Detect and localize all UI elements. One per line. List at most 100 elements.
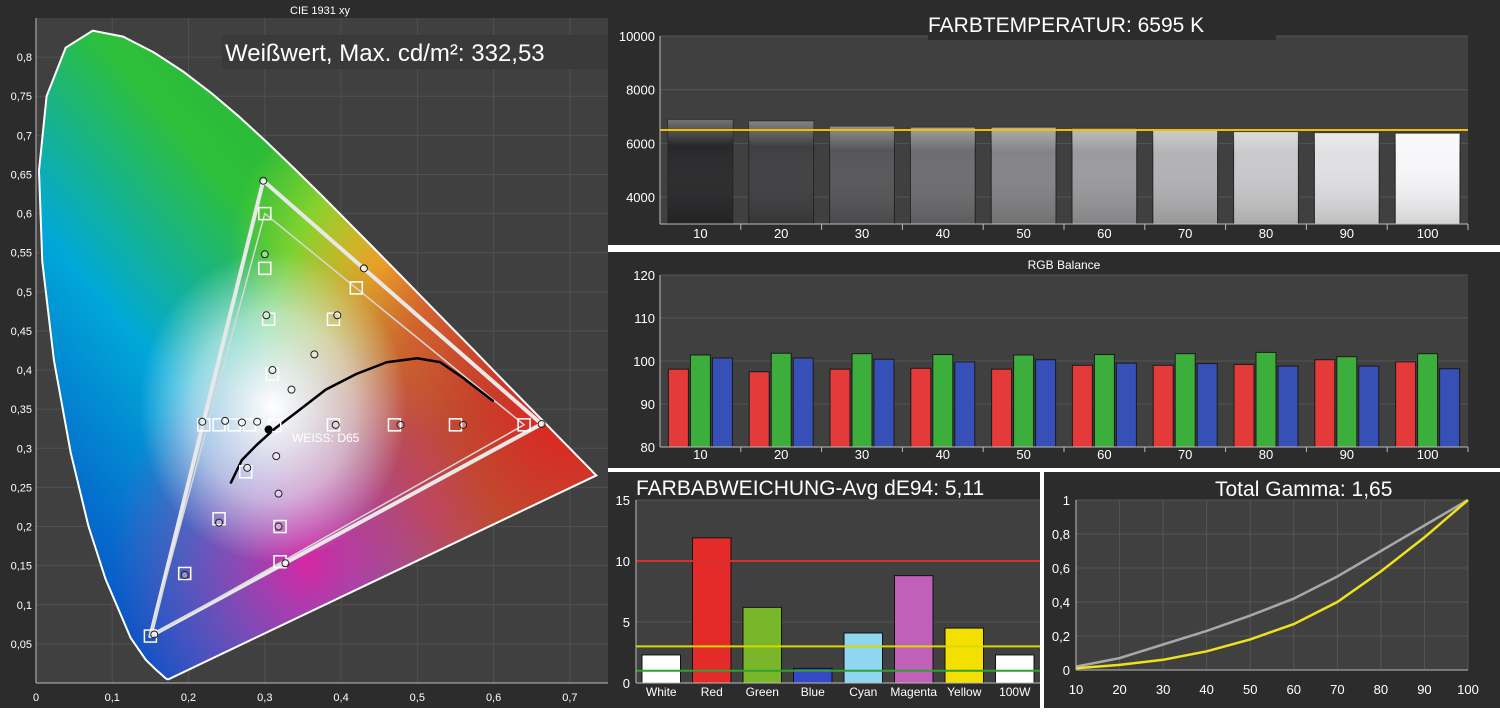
measured-point-circle [272,452,281,461]
rgb-bar [1417,353,1439,448]
rgb-bar [1115,362,1137,448]
measured-point-circle [274,522,283,531]
cie-y-tick-label: 0,45 [11,326,32,338]
rgb-x-tick-label: 60 [1097,447,1111,462]
measured-point-circle [262,311,271,320]
target-point-square [326,312,341,326]
gamma-x-tick-label: 90 [1417,682,1431,697]
color-deviation-chart: 0 5 10 15 White Red Green Blue Cyan Magenta Yellow… [616,477,1040,699]
rgb-bar [1358,365,1380,448]
target-point-square [448,418,463,432]
ct-x-tick-label: 100 [1417,226,1439,241]
rgb-bar [1013,354,1035,448]
ct-x-tick-label: 50 [1016,226,1030,241]
cie-y-tick-label: 0,4 [17,365,32,377]
ct-title: FARBTEMPERATUR: 6595 K [928,14,1204,37]
target-point-square [265,367,280,381]
cie-y-tick-label: 0,05 [11,639,32,651]
rgb-x-tick-label: 10 [693,447,707,462]
cie-x-tick-label: 0,6 [486,692,501,704]
target-gamut-triangle [149,212,526,638]
measured-point-circle [215,518,224,527]
de-y-tick-label: 10 [616,554,630,569]
de-y-tick-label: 5 [623,615,630,630]
ct-bar-shade [910,127,976,224]
de-x-tick-label: White [646,685,677,699]
measured-point-circle [180,571,189,580]
target-point-square [261,312,276,326]
gamma-y-tick-label: 0 [1063,663,1070,678]
cie-y-tick-label: 0,25 [11,482,32,494]
measured-point-circle [396,420,405,429]
gamma-x-tick-label: 30 [1156,682,1170,697]
rgb-axes: 80 90 100 110 120 10 20 30 40 50 60 70 80 90 100 [633,268,1469,462]
measured-point-circle [237,418,246,427]
rgb-bar [1233,363,1255,448]
measured-point-circle [459,420,468,429]
rgb-x-tick-label: 20 [774,447,788,462]
rgb-x-tick-label: 80 [1259,447,1273,462]
target-point-square [238,465,253,479]
cie-y-tick-label: 0,1 [17,600,32,612]
rgb-bar [770,352,792,448]
de-bar [944,627,984,684]
rgb-bar [1395,361,1417,448]
de-x-tick-label: Yellow [947,685,982,699]
ct-x-tick-label: 90 [1340,226,1354,241]
ct-bar-shade [1072,128,1137,224]
gamma-axes: 0 0,2 0,4 0,6 0,8 1 10 20 30 40 50 60 70 80 90 100 [1052,493,1479,697]
ct-bar-shade [829,126,895,224]
de-title: FARBABWEICHUNG-Avg dE94: 5,11 [636,477,984,500]
ct-x-tick-label: 10 [693,226,707,241]
rgb-bar [1152,364,1174,448]
ct-title-box [928,10,1276,40]
gamma-x-tick-label: 50 [1243,682,1257,697]
gamma-x-tick-label: 100 [1457,682,1479,697]
measured-point-circle [274,489,283,498]
whitepoint-marker [264,425,273,434]
rgb-bar [1255,351,1277,448]
cie-y-tick-label: 0,5 [17,287,32,299]
gamma-y-tick-label: 0,6 [1052,561,1070,576]
rgb-title: RGB Balance [1028,258,1101,272]
ct-bars [660,119,1468,225]
rgb-x-tick-label: 100 [1417,447,1439,462]
rgb-bar [1071,364,1093,448]
rgb-bar [689,354,711,448]
white-luminance-box [222,35,608,69]
ct-y-tick-label: 8000 [626,83,655,98]
gamma-y-tick-label: 0,8 [1052,527,1070,542]
cie-y-tick-label: 0,8 [17,52,32,64]
rgb-bar [873,358,895,448]
gamma-x-tick-label: 20 [1112,682,1126,697]
gamma-x-tick-label: 10 [1069,682,1083,697]
rgb-bar [1035,359,1057,448]
rgb-bar [829,368,851,448]
rgb-x-tick-label: 40 [936,447,950,462]
target-point-square [387,418,402,432]
measured-point-circle [198,417,207,426]
cie-x-tick-label: 0,3 [257,692,272,704]
target-point-square [258,261,272,276]
cie-x-tick-label: 0,5 [410,692,425,704]
ct-bar-shade [1314,132,1380,224]
gamma-x-tick-label: 80 [1374,682,1388,697]
measured-point-circle [310,350,319,359]
target-point-square [143,629,158,643]
cie-y-tick-label: 0,15 [11,561,32,573]
cie-chart: 0 0,1 0,2 0,3 0,4 0,5 0,6 0,7 0,05 0,1 0,15 0,2 0,25… [11,5,608,704]
rgb-x-tick-label: 90 [1340,447,1354,462]
target-point-square [258,206,272,221]
de-bar [894,575,934,684]
gamma-lines [1075,498,1469,670]
rgb-x-tick-label: 50 [1016,447,1030,462]
ct-x-tick-label: 80 [1259,226,1273,241]
rgb-bar [954,361,976,448]
ct-bar-shade [1233,131,1299,224]
target-point-square [273,519,287,534]
de-bar [995,654,1035,684]
target-point-square [273,554,287,569]
rgb-bar [748,371,770,448]
rgb-y-tick-label: 90 [641,397,655,412]
